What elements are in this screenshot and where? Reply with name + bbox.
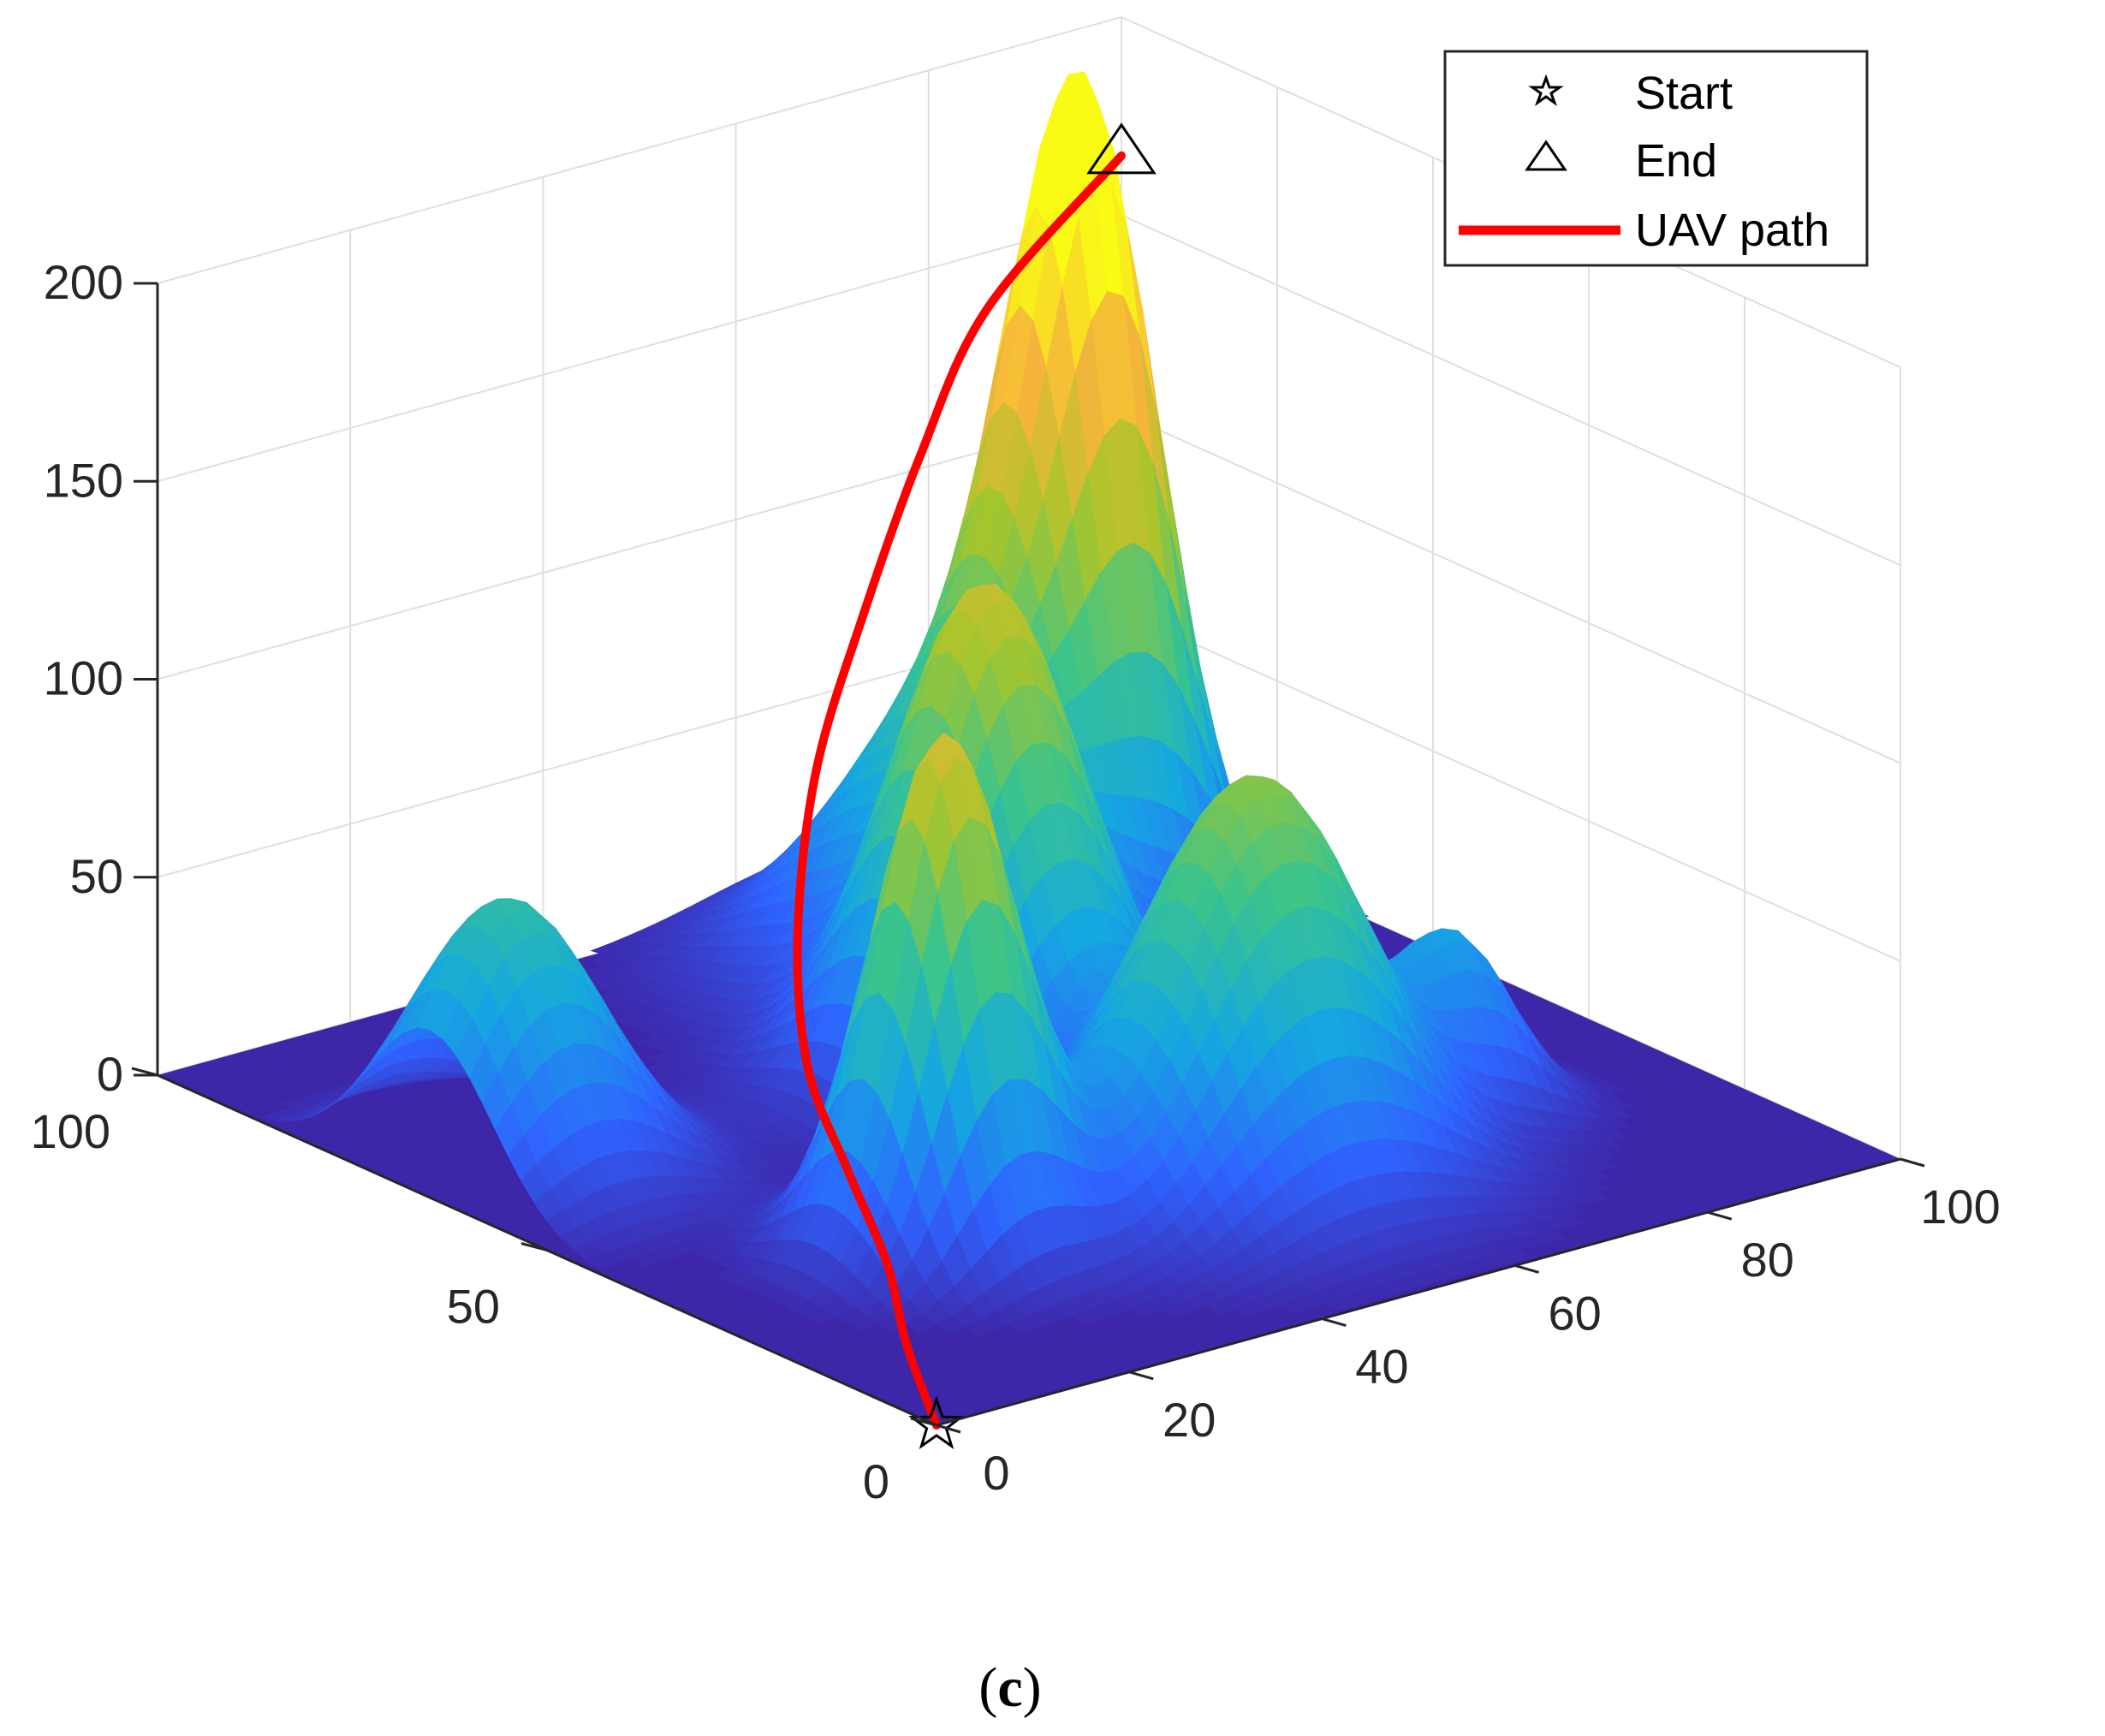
- y-tick-mark: [910, 1417, 937, 1427]
- x-tick-label: 80: [1741, 1233, 1794, 1287]
- x-tick-label: 20: [1163, 1393, 1216, 1447]
- legend-item-end: End: [1525, 135, 1717, 187]
- figure-caption: (c): [978, 1656, 1041, 1719]
- z-tick-label: 0: [97, 1047, 123, 1101]
- z-tick-label: 150: [44, 453, 123, 507]
- terrain-facet: [1234, 1302, 1265, 1317]
- star-icon: [1528, 74, 1564, 106]
- x-tick-label: 60: [1548, 1286, 1601, 1340]
- terrain-surface: [259, 70, 1637, 1336]
- legend-label-uav-path: UAV path: [1635, 205, 1829, 256]
- x-tick-mark: [1514, 1263, 1540, 1274]
- legend: Start End UAV path: [1443, 50, 1869, 267]
- terrain-facet: [1008, 1317, 1039, 1334]
- x-tick-label: 40: [1355, 1340, 1408, 1394]
- terrain-facet: [1324, 1297, 1355, 1311]
- legend-box: [1443, 50, 1869, 267]
- terrain-facet: [847, 1313, 878, 1331]
- legend-item-start: Start: [1528, 68, 1733, 119]
- terrain-facet: [905, 1313, 937, 1333]
- x-tick-mark: [1321, 1317, 1347, 1328]
- legend-item-uav-path: UAV path: [1459, 205, 1829, 256]
- y-tick-mark: [131, 1067, 158, 1077]
- terrain-facet: [934, 1315, 966, 1335]
- x-tick-mark: [936, 1424, 961, 1434]
- x-tick-mark: [1707, 1210, 1733, 1221]
- axis-line: [936, 1157, 1901, 1427]
- y-tick-label: 100: [31, 1104, 110, 1158]
- terrain-facet: [805, 1307, 836, 1324]
- y-tick-label: 50: [447, 1280, 500, 1334]
- terrain-facet: [585, 1253, 616, 1270]
- x-tick-mark: [1128, 1370, 1154, 1381]
- caption-letter: c: [997, 1656, 1022, 1719]
- x-tick-label: 100: [1920, 1180, 2000, 1234]
- terrain-facet: [630, 1252, 662, 1268]
- legend-label-end: End: [1635, 135, 1717, 187]
- end-marker: [1086, 122, 1157, 175]
- z-tick-label: 50: [70, 849, 123, 903]
- triangle-icon: [1525, 140, 1567, 171]
- terrain-facet: [1160, 1304, 1191, 1319]
- terrain-facet: [963, 1319, 995, 1336]
- terrain-facet: [1131, 1302, 1162, 1317]
- terrain-facet: [1279, 1299, 1311, 1314]
- axis-lines: [131, 282, 1925, 1434]
- terrain-facet: [1069, 1310, 1101, 1326]
- y-tick-mark: [520, 1242, 548, 1251]
- z-tick-label: 200: [44, 255, 123, 309]
- terrain-facet: [1204, 1299, 1236, 1316]
- x-tick-mark: [1900, 1157, 1925, 1168]
- y-tick-label: 0: [863, 1454, 889, 1508]
- z-tick-label: 100: [44, 651, 123, 705]
- legend-label-start: Start: [1635, 68, 1733, 119]
- x-tick-label: 0: [983, 1446, 1009, 1500]
- uav-path-line: [793, 151, 1126, 1430]
